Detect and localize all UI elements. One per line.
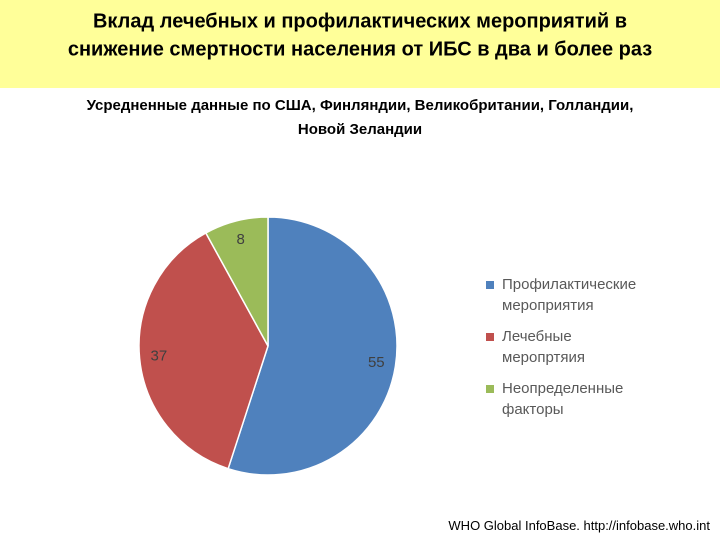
pie-slice	[204, 216, 269, 347]
pie-slice	[227, 216, 398, 476]
title-line: снижение смертности населения от ИБС в д…	[68, 38, 652, 60]
header-band	[0, 0, 720, 88]
pie-slice	[138, 231, 269, 470]
title-line: Вклад лечебных и профилактических меропр…	[93, 10, 627, 32]
subtitle-line: Новой Зеландии	[298, 121, 422, 138]
legend-label: Профилактические мероприятия	[502, 276, 637, 314]
legend-item: Лечебные меропртяия	[486, 326, 642, 368]
legend-label: Неопределенные факторы	[502, 380, 624, 418]
data-label: 55	[368, 354, 385, 371]
legend-swatch	[486, 333, 494, 341]
legend-swatch	[486, 281, 494, 289]
legend-label: Лечебные меропртяия	[502, 328, 585, 366]
subtitle-line: Усредненные данные по США, Финляндии, Ве…	[87, 97, 634, 114]
legend-item: Профилактические мероприятия	[486, 274, 642, 316]
legend-swatch	[486, 385, 494, 393]
data-label: 37	[150, 347, 167, 364]
source: WHO Global InfoBase. http://infobase.who…	[448, 518, 710, 533]
legend: Профилактические мероприятия Лечебные мер…	[486, 274, 646, 430]
data-label: 8	[237, 231, 245, 248]
legend-item: Неопределенные факторы	[486, 378, 642, 420]
